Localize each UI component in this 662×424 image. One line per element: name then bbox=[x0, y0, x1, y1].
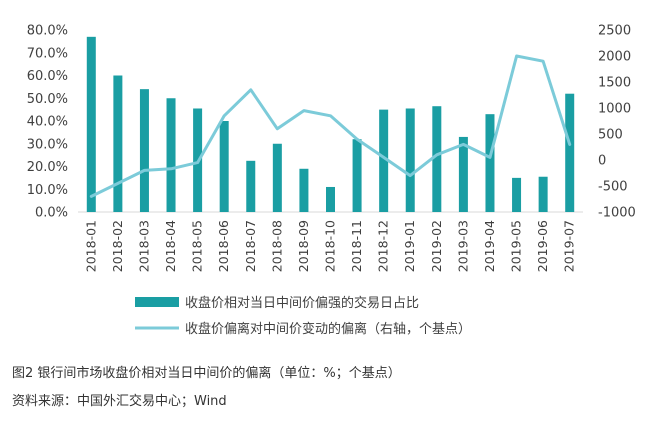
x-axis-tick-label: 2019-06 bbox=[535, 220, 550, 272]
left-axis-tick-label: 40.0% bbox=[27, 115, 68, 130]
x-axis-tick-label: 2019-05 bbox=[509, 220, 524, 272]
bar bbox=[299, 168, 309, 212]
bar bbox=[485, 114, 495, 212]
x-axis-tick-label: 2018-09 bbox=[296, 220, 311, 272]
x-axis-tick-label: 2018-08 bbox=[269, 220, 284, 272]
bar bbox=[326, 186, 335, 212]
x-axis-tick-label: 2019-04 bbox=[482, 220, 497, 272]
legend-bar-swatch bbox=[135, 297, 179, 307]
left-axis-tick-label: 10.0% bbox=[27, 183, 68, 198]
bar bbox=[565, 93, 575, 212]
right-axis-tick-label: -1000 bbox=[598, 206, 636, 221]
bar bbox=[405, 108, 415, 212]
right-axis-tick-label: 1500 bbox=[598, 76, 631, 91]
bar bbox=[166, 98, 176, 212]
x-axis-tick-label: 2018-06 bbox=[216, 220, 231, 272]
x-axis-tick-label: 2018-04 bbox=[163, 220, 178, 272]
bar bbox=[352, 139, 362, 212]
line-series bbox=[89, 54, 572, 198]
left-axis-tick-label: 50.0% bbox=[27, 92, 68, 107]
legend-bar-label: 收盘价相对当日中间价偏强的交易日占比 bbox=[185, 295, 419, 311]
x-axis-tick-label: 2018-11 bbox=[349, 220, 364, 272]
left-axis-tick-label: 80.0% bbox=[27, 24, 68, 39]
figure-caption: 图2 银行间市场收盘价相对当日中间价的偏离（单位：%；个基点） bbox=[12, 366, 401, 381]
left-axis-tick-label: 30.0% bbox=[27, 137, 68, 152]
left-axis-tick-label: 70.0% bbox=[27, 46, 68, 61]
right-axis-tick-label: 2500 bbox=[598, 24, 631, 39]
bar bbox=[458, 136, 468, 212]
x-axis-tick-label: 2018-02 bbox=[110, 220, 125, 272]
right-axis-tick-label: 0 bbox=[598, 154, 606, 169]
left-axis: 0.0% 10.0% 20.0% 30.0% 40.0% 50.0% 60.0% 70.0% 8… bbox=[27, 24, 68, 221]
bar bbox=[379, 109, 389, 212]
bar bbox=[139, 89, 149, 212]
left-axis-tick-label: 20.0% bbox=[27, 160, 68, 175]
legend-line-label: 收盘价偏离对中间价变动的偏离（右轴，个基点） bbox=[185, 321, 471, 337]
right-axis-tick-label: -500 bbox=[598, 180, 628, 195]
source-note: 资料来源：中国外汇交易中心；Wind bbox=[12, 394, 227, 409]
bar bbox=[113, 75, 123, 212]
x-axis-tick-label: 2019-01 bbox=[402, 220, 417, 272]
x-axis-tick-label: 2018-05 bbox=[190, 220, 205, 272]
x-axis-tick-label: 2019-07 bbox=[562, 220, 577, 272]
x-axis-tick-labels: 2018-01 2018-02 2018-03 2018-04 2018-05 2018-… bbox=[83, 220, 576, 272]
bar bbox=[272, 143, 282, 212]
bar bbox=[86, 36, 96, 213]
x-axis-tick-label: 2018-10 bbox=[323, 220, 338, 272]
x-axis-tick-label: 2019-02 bbox=[429, 220, 444, 272]
legend: 收盘价相对当日中间价偏强的交易日占比 收盘价偏离对中间价变动的偏离（右轴，个基点… bbox=[135, 295, 471, 337]
x-axis-tick-label: 2018-01 bbox=[83, 220, 98, 272]
right-axis-tick-label: 1000 bbox=[598, 102, 631, 117]
left-axis-tick-label: 0.0% bbox=[35, 206, 68, 221]
bar bbox=[246, 160, 256, 212]
right-axis-tick-label: 2000 bbox=[598, 50, 631, 65]
bar bbox=[432, 106, 442, 212]
bar bbox=[512, 177, 522, 212]
x-axis-tick-label: 2018-03 bbox=[136, 220, 151, 272]
x-axis-tick-label: 2018-07 bbox=[243, 220, 258, 272]
right-axis-tick-label: 500 bbox=[598, 128, 623, 143]
right-axis: -1000 -500 0 500 1000 1500 2000 2500 bbox=[598, 24, 636, 221]
x-axis-tick-label: 2018-12 bbox=[376, 220, 391, 272]
bar-series bbox=[86, 36, 575, 213]
x-axis-tick-label: 2019-03 bbox=[455, 220, 470, 272]
bar bbox=[219, 121, 229, 212]
left-axis-tick-label: 60.0% bbox=[27, 69, 68, 84]
bar bbox=[538, 176, 548, 212]
